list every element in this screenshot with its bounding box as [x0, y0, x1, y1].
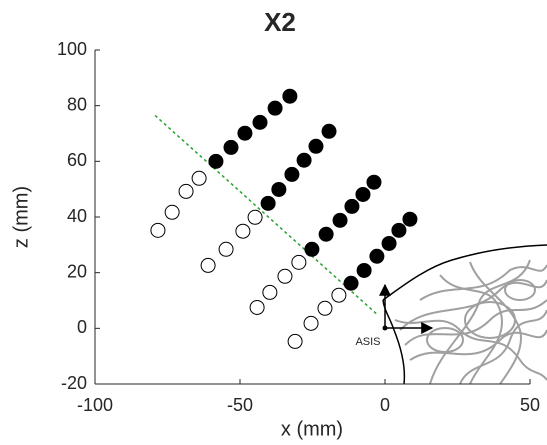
- filled-point: [332, 212, 348, 228]
- filled-point: [304, 241, 320, 257]
- y-tick-label: 40: [67, 206, 87, 226]
- x-tick-label: 50: [520, 395, 540, 415]
- filled-point: [237, 125, 253, 141]
- reference-line: [154, 114, 379, 316]
- open-point: [247, 209, 263, 225]
- filled-point: [366, 174, 382, 190]
- y-tick-label: 0: [77, 317, 87, 337]
- filled-point: [296, 152, 312, 168]
- y-tick-label: -20: [61, 373, 87, 393]
- filled-point: [344, 198, 360, 214]
- x-axis-label: x (mm): [281, 418, 343, 440]
- filled-point: [381, 235, 397, 251]
- open-point: [249, 299, 265, 315]
- anatomy: [379, 244, 547, 385]
- open-point: [277, 268, 293, 284]
- open-point: [200, 257, 216, 273]
- y-tick-label: 80: [67, 94, 87, 114]
- x-tick-label: 0: [380, 395, 390, 415]
- filled-point: [391, 222, 407, 238]
- filled-point: [369, 248, 385, 264]
- open-point: [235, 223, 251, 239]
- filled-point: [318, 226, 334, 242]
- filled-point: [252, 114, 268, 130]
- x-tick-label: -100: [77, 395, 113, 415]
- filled-point: [308, 138, 324, 154]
- filled-point: [356, 262, 372, 278]
- filled-point: [355, 186, 371, 202]
- y-tick-label: 60: [67, 150, 87, 170]
- open-point: [150, 222, 166, 238]
- filled-point: [343, 275, 359, 291]
- filled-point: [208, 153, 224, 169]
- open-point: [191, 170, 207, 186]
- open-point: [291, 254, 307, 270]
- x-tick-label: -50: [227, 395, 253, 415]
- filled-point: [321, 123, 337, 139]
- filled-point: [282, 88, 298, 104]
- open-point: [303, 315, 319, 331]
- y-axis-label: z (mm): [10, 186, 32, 248]
- open-point: [262, 284, 278, 300]
- filled-point: [402, 211, 418, 227]
- chart-title: X2: [264, 7, 296, 37]
- open-point: [218, 241, 234, 257]
- filled-point: [271, 181, 287, 197]
- open-point: [331, 287, 347, 303]
- filled-point: [223, 139, 239, 155]
- open-point: [164, 204, 180, 220]
- open-point: [317, 300, 333, 316]
- filled-point: [260, 195, 276, 211]
- y-tick-label: 20: [67, 261, 87, 281]
- filled-point: [284, 166, 300, 182]
- open-point: [178, 183, 194, 199]
- filled-point: [267, 100, 283, 116]
- annotation: ASIS: [355, 336, 380, 348]
- open-point: [287, 333, 303, 349]
- y-tick-label: 100: [57, 39, 87, 59]
